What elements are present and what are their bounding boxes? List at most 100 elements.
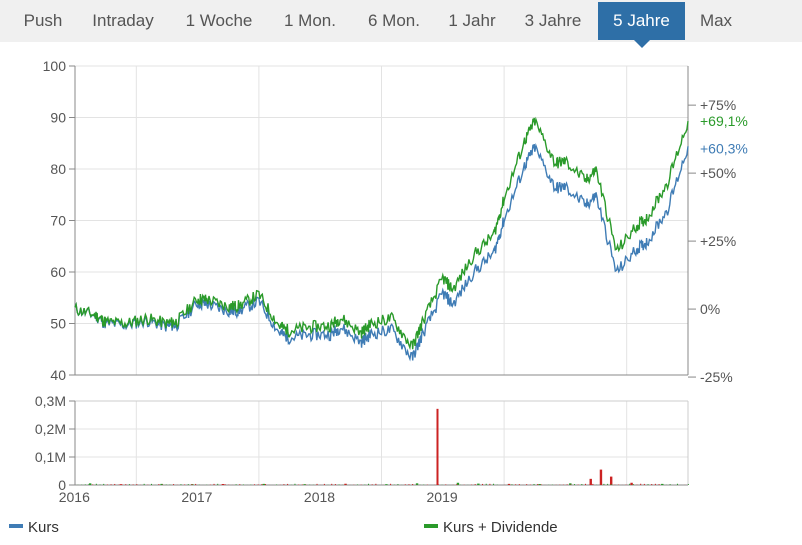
volume-bar xyxy=(436,408,439,485)
end-label-dividende: +69,1% xyxy=(700,113,748,129)
tab-1-mon[interactable]: 1 Mon. xyxy=(284,11,336,30)
volume-bar xyxy=(301,484,303,485)
volume-bar xyxy=(114,483,116,485)
volume-y-tick-label: 0,2M xyxy=(35,421,66,437)
volume-y-tick-label: 0,1M xyxy=(35,449,66,465)
volume-bar xyxy=(654,483,656,485)
tab-6-mon[interactable]: 6 Mon. xyxy=(368,11,420,30)
volume-bar xyxy=(88,483,92,485)
volume-bar xyxy=(103,483,105,485)
legend-dividende-swatch xyxy=(424,524,438,529)
volume-bar xyxy=(221,484,225,485)
volume-bar xyxy=(569,483,572,485)
legend-kurs-label: Kurs xyxy=(28,519,59,536)
volume-bar xyxy=(474,484,476,485)
legend-dividende[interactable]: Kurs + Dividende xyxy=(424,519,558,537)
volume-bar xyxy=(385,484,388,485)
volume-bar xyxy=(151,483,153,485)
period-tabs: Push Intraday 1 Woche 1 Mon. 6 Mon. 1 Ja… xyxy=(0,0,802,48)
volume-bar xyxy=(173,484,175,485)
volume-bar xyxy=(603,483,605,485)
volume-bar xyxy=(585,483,587,485)
volume-bar xyxy=(88,484,90,485)
volume-bar xyxy=(632,484,634,485)
volume-bar xyxy=(589,478,592,485)
volume-bar xyxy=(213,483,215,485)
volume-bar xyxy=(99,484,101,485)
end-label-kurs: +60,3% xyxy=(700,140,748,156)
volume-bar xyxy=(630,482,633,485)
volume-bar xyxy=(482,483,484,485)
volume-bar xyxy=(415,483,419,485)
volume-y-tick-label: 0,3M xyxy=(35,393,66,409)
x-tick-label: 2018 xyxy=(304,489,335,505)
price-chart: 100 90 80 70 60 50 40 0,3M 0,2M 0,1M 0 +75% +50% +25%… xyxy=(35,58,748,505)
price-y-tick-label: 70 xyxy=(50,213,66,229)
volume-bar xyxy=(651,484,653,485)
volume-bar xyxy=(110,484,112,485)
volume-bar xyxy=(180,484,182,485)
tab-intraday[interactable]: Intraday xyxy=(92,11,154,30)
volume-bar xyxy=(669,484,671,485)
volume-bar xyxy=(408,484,410,485)
price-y-tick-label: 40 xyxy=(50,367,66,383)
volume-bar xyxy=(195,483,197,485)
legend-kurs[interactable]: Kurs xyxy=(9,519,59,537)
volume-bar xyxy=(533,483,535,485)
volume-bar xyxy=(106,484,108,485)
volume-bar xyxy=(92,484,94,485)
volume-bar xyxy=(643,483,645,485)
volume-bar xyxy=(261,484,263,485)
volume-bar xyxy=(128,484,130,485)
volume-bar xyxy=(224,484,226,485)
volume-bar xyxy=(125,484,127,485)
percent-tick-label: +25% xyxy=(700,233,736,249)
tab-max[interactable]: Max xyxy=(699,11,733,30)
volume-bar xyxy=(507,483,511,485)
tab-push[interactable]: Push xyxy=(23,11,63,30)
price-y-tick-label: 90 xyxy=(50,110,66,126)
volume-bar xyxy=(629,483,631,485)
volume-bar xyxy=(239,484,241,485)
tab-5-jahre[interactable]: 5 Jahre xyxy=(598,2,685,48)
volume-bar xyxy=(303,484,306,485)
volume-bar xyxy=(609,476,613,485)
volume-bar xyxy=(640,483,642,485)
volume-bar xyxy=(356,484,358,485)
volume-y-tick-label: 0 xyxy=(58,477,66,493)
volume-bar xyxy=(165,484,167,485)
volume-bar xyxy=(184,484,186,485)
volume-bar xyxy=(518,484,520,485)
volume-bar xyxy=(477,483,480,485)
volume-bar xyxy=(610,484,612,485)
volume-bar xyxy=(581,483,583,485)
volume-bar xyxy=(95,483,97,485)
volume-bar xyxy=(607,483,609,485)
price-y-tick-label: 80 xyxy=(50,161,66,177)
volume-bar xyxy=(445,484,447,485)
volume-bar xyxy=(160,483,163,485)
tab-1-jahr[interactable]: 1 Jahr xyxy=(448,11,496,30)
volume-bar xyxy=(84,484,86,485)
volume-bar xyxy=(316,483,318,485)
price-y-tick-label: 50 xyxy=(50,316,66,332)
volume-bar xyxy=(191,484,193,485)
volume-bar xyxy=(265,484,267,485)
volume-bar xyxy=(169,484,171,485)
volume-bar xyxy=(119,484,122,485)
legend-kurs-swatch xyxy=(9,524,23,529)
volume-bar xyxy=(412,484,414,485)
legend-dividende-label: Kurs + Dividende xyxy=(443,519,558,536)
tab-3-jahre[interactable]: 3 Jahre xyxy=(524,11,582,30)
volume-bar xyxy=(338,484,340,485)
tab-1-woche[interactable]: 1 Woche xyxy=(185,11,253,30)
volume-bar xyxy=(334,484,336,485)
volume-bar xyxy=(599,469,603,485)
kurs-dividende-line xyxy=(74,116,689,351)
volume-bar xyxy=(121,484,123,485)
volume-bar xyxy=(511,484,513,485)
kurs-line xyxy=(74,142,689,362)
volume-bar xyxy=(262,483,266,485)
volume-bar xyxy=(143,483,145,485)
volume-bar xyxy=(257,484,259,485)
